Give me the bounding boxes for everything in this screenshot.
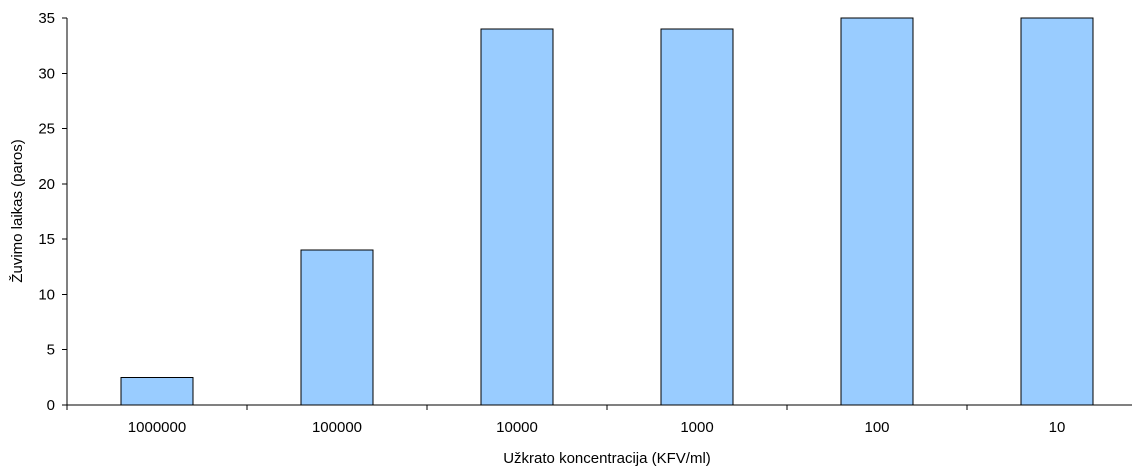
x-tick-label: 100 [864, 419, 889, 436]
y-tick-label: 10 [38, 286, 55, 303]
y-tick-label: 15 [38, 231, 55, 248]
x-tick-label: 1000000 [128, 419, 186, 436]
bar [660, 28, 734, 406]
x-tick-label: 10 [1049, 419, 1066, 436]
y-tick-label: 25 [38, 121, 55, 138]
y-axis: 0 5 10 15 20 25 30 35 [38, 10, 68, 414]
x-tick-label: 1000 [680, 419, 713, 436]
y-tick-label: 0 [47, 397, 55, 414]
y-tick-label: 20 [38, 176, 55, 193]
y-tick-label: 5 [47, 342, 55, 359]
bar [120, 376, 194, 406]
bars [120, 17, 1094, 406]
x-axis-title: Užkrato koncentracija (KFV/ml) [503, 450, 711, 467]
bar [1020, 17, 1094, 406]
y-tick-label: 35 [38, 10, 55, 27]
bar [840, 17, 914, 406]
x-tick-label: 100000 [312, 419, 362, 436]
x-axis: 1000000 100000 10000 1000 100 10 [66, 404, 1132, 436]
x-tick-label: 10000 [496, 419, 538, 436]
bar [300, 249, 374, 406]
y-axis-title: Žuvimo laikas (paros) [9, 139, 26, 282]
bar [480, 28, 554, 406]
y-tick-label: 30 [38, 65, 55, 82]
